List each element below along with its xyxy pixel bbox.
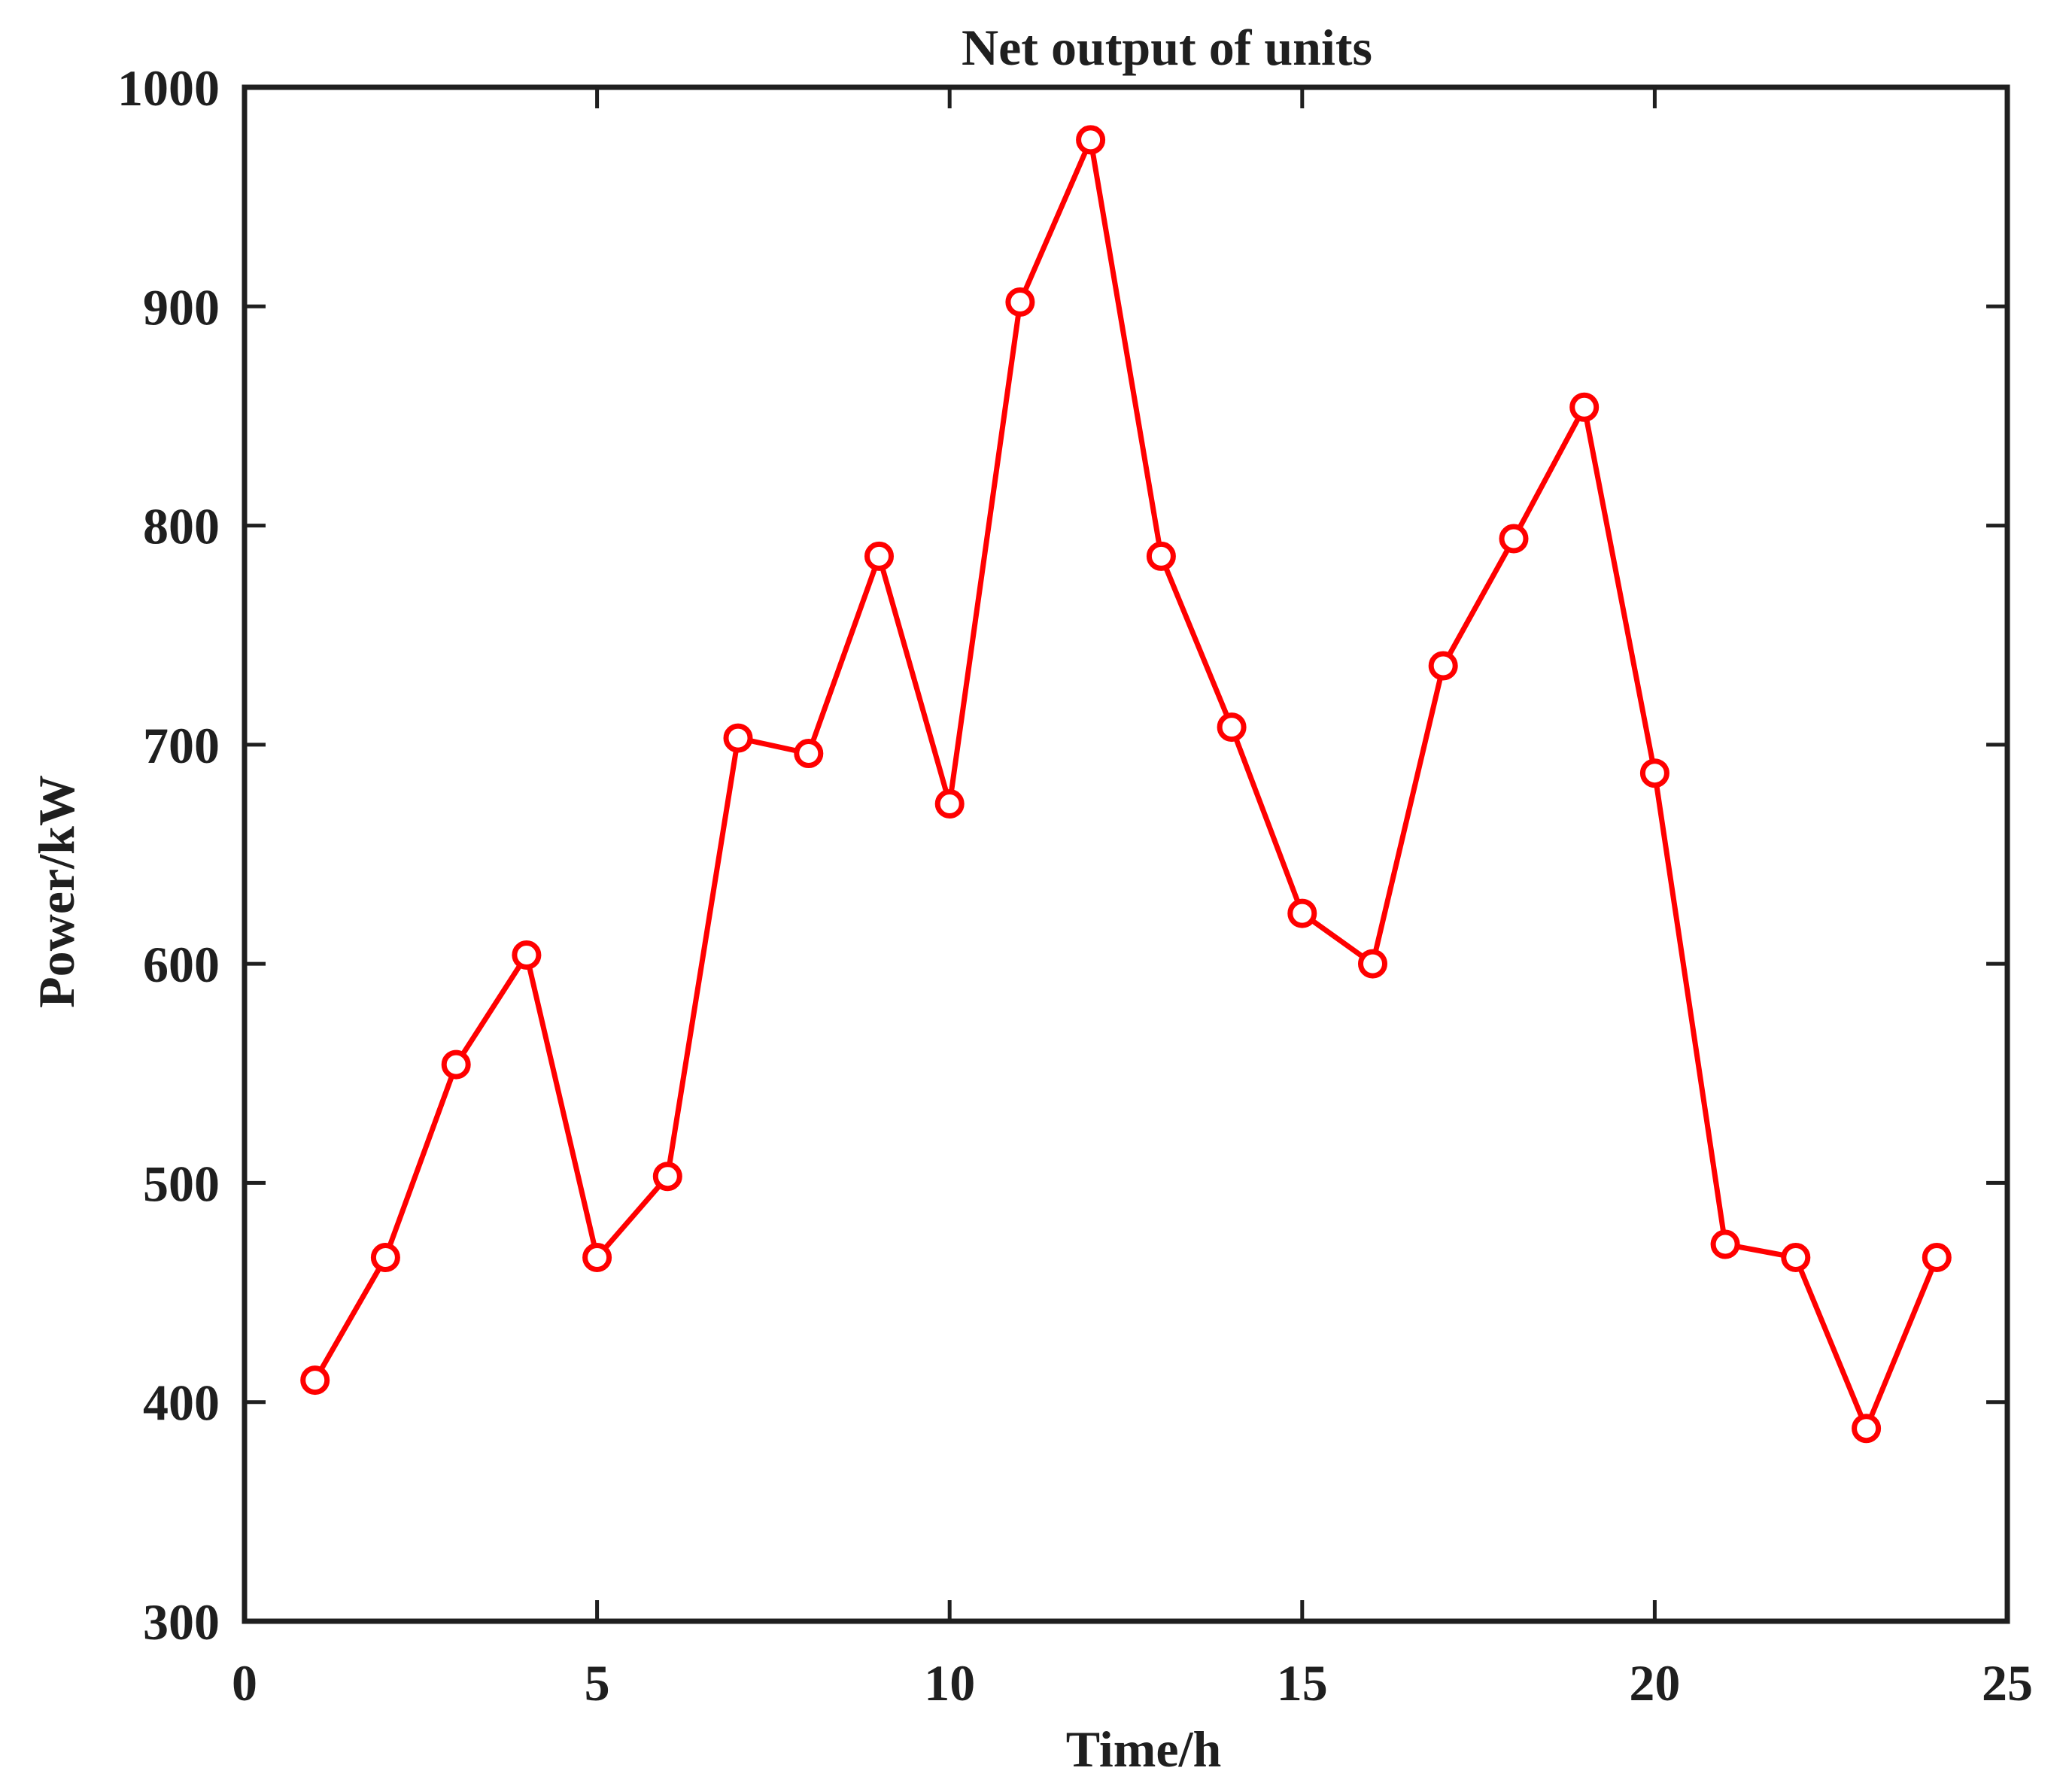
- data-point-marker: [1922, 1243, 1952, 1272]
- x-tick-label: 20: [1629, 1654, 1680, 1712]
- data-point-marker: [1569, 392, 1600, 422]
- data-point-marker: [1287, 898, 1317, 928]
- data-point-marker: [1852, 1414, 1882, 1444]
- data-point-marker: [300, 1365, 330, 1396]
- x-tick-label: 15: [1277, 1654, 1328, 1712]
- data-point-marker: [582, 1243, 612, 1272]
- chart-title: Net output of units: [962, 19, 1372, 76]
- data-point-marker: [864, 541, 894, 571]
- data-point-marker: [512, 940, 542, 970]
- plot-layer: 0 5 10 15 20 25 300 400 500 600 700 800 900 1000: [117, 59, 2033, 1712]
- x-axis-label: Time/h: [1066, 1721, 1222, 1778]
- x-tick-label: 0: [232, 1654, 257, 1712]
- data-point-marker: [1358, 949, 1387, 979]
- data-point-marker: [794, 739, 824, 768]
- y-axis-label: Power/kW: [28, 775, 85, 1008]
- y-tick-label: 800: [143, 498, 220, 555]
- y-tick-label: 1000: [117, 59, 220, 117]
- y-tick-label: 400: [143, 1374, 220, 1432]
- data-point-marker: [1428, 651, 1458, 681]
- plot-frame: [242, 84, 2010, 1624]
- data-point-marker: [1499, 524, 1529, 554]
- data-point-marker: [370, 1243, 400, 1272]
- data-point-marker: [1146, 541, 1176, 571]
- data-point-marker: [723, 723, 753, 753]
- data-point-marker: [934, 789, 965, 819]
- data-point-marker: [1217, 712, 1247, 743]
- data-point-marker: [1076, 125, 1106, 155]
- y-tick-label: 500: [143, 1155, 220, 1212]
- x-tick-label: 5: [585, 1654, 610, 1712]
- y-tick-label: 300: [143, 1593, 220, 1651]
- data-point-marker: [1639, 758, 1669, 788]
- series-line: [312, 137, 1940, 1432]
- data-point-marker: [1005, 287, 1035, 317]
- data-point-marker: [1710, 1229, 1740, 1259]
- y-tick-label: 900: [143, 278, 220, 336]
- data-point-marker: [1781, 1243, 1811, 1272]
- y-tick-label: 600: [143, 936, 220, 993]
- x-tick-label: 10: [924, 1654, 975, 1712]
- y-tick-label: 700: [143, 717, 220, 774]
- data-point-marker: [652, 1162, 682, 1192]
- x-tick-label: 25: [1982, 1654, 2033, 1712]
- data-point-marker: [441, 1049, 471, 1080]
